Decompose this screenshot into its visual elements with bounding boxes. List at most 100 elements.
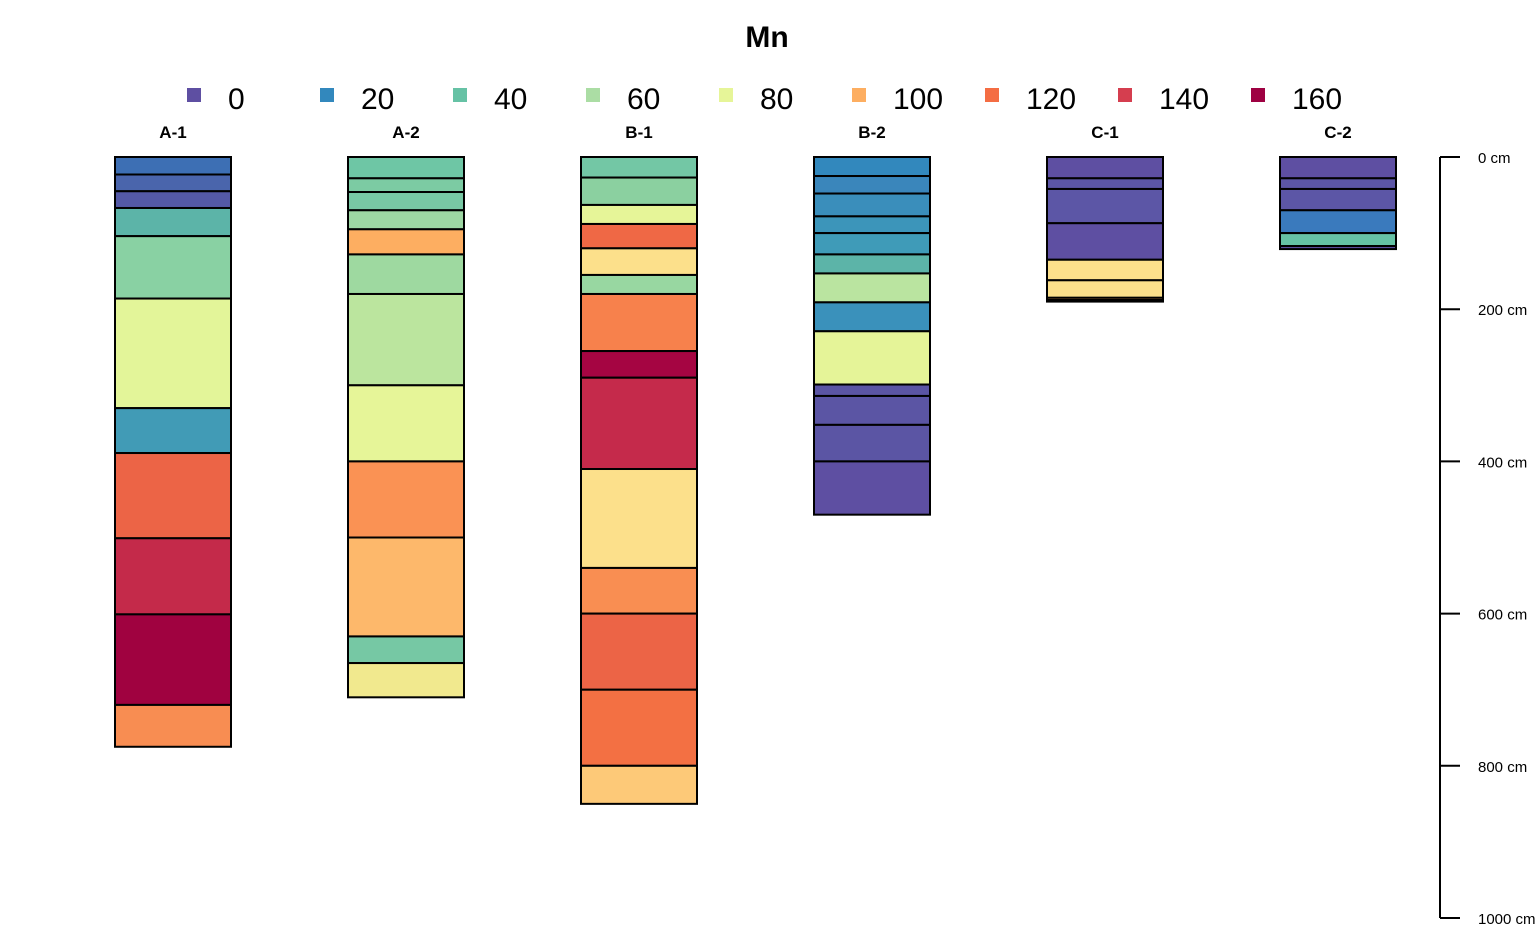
horizon [114,190,232,209]
horizon [580,156,698,179]
horizon [1046,258,1164,282]
legend-label: 140 [1159,83,1209,116]
legend-swatch [985,88,999,102]
horizon [580,292,698,353]
horizon [813,192,931,218]
horizon [347,209,465,231]
horizon [114,297,232,410]
profile-label: B-2 [858,123,885,142]
horizon [580,203,698,225]
horizon [580,176,698,206]
horizon [347,536,465,638]
legend-swatch [1251,88,1265,102]
profile-column: C-1 [1046,123,1164,303]
horizon [813,156,931,178]
horizon [813,423,931,463]
horizon [114,452,232,540]
horizon [580,764,698,805]
profile-column: B-1 [580,123,698,805]
depth-tick-label: 200 cm [1478,302,1527,319]
horizon [114,407,232,455]
horizon [580,566,698,615]
horizon [347,177,465,194]
profile-column: C-2 [1279,123,1397,251]
depth-tick-label: 0 cm [1478,150,1511,167]
legend-swatch [852,88,866,102]
horizon [114,703,232,748]
horizon [1046,222,1164,261]
horizon [580,612,698,691]
horizon [347,228,465,256]
horizon [347,191,465,212]
profile-column: A-1 [114,123,232,748]
horizon [580,222,698,250]
profile-label: B-1 [625,123,652,142]
depth-tick-label: 800 cm [1478,759,1527,776]
profile-label: A-1 [159,123,186,142]
horizon [347,253,465,295]
horizon [813,175,931,195]
horizon [1046,187,1164,225]
depth-tick-label: 400 cm [1478,454,1527,471]
horizon [347,384,465,463]
horizon [114,235,232,300]
profile-label: A-2 [392,123,419,142]
horizon [114,537,232,616]
horizon [114,173,232,193]
horizon [580,376,698,471]
horizon [813,394,931,426]
legend-label: 20 [361,83,394,116]
horizon [1279,156,1397,180]
horizon [347,292,465,387]
legend-label: 80 [760,83,793,116]
horizon [1046,299,1164,303]
legend-label: 100 [893,83,943,116]
horizon [347,635,465,665]
horizon [813,253,931,275]
horizon [1279,209,1397,235]
horizon [1279,245,1397,251]
horizon [114,206,232,238]
horizon [580,247,698,276]
horizon [580,688,698,767]
profile-label: C-1 [1091,123,1118,142]
profile-column: B-2 [813,123,931,516]
horizon [114,156,232,176]
horizon [813,272,931,304]
depth-axis: 0 cm 200 cm 400 cm 600 cm 800 cm 1000 cm [1439,150,1536,928]
horizon [114,613,232,706]
legend-swatch [320,88,334,102]
horizon [1279,232,1397,248]
horizon [1279,187,1397,212]
horizon [580,273,698,295]
depth-tick-label: 600 cm [1478,607,1527,624]
horizon [1046,279,1164,299]
horizon [1279,177,1397,190]
legend: 0 20 40 60 80 100 120 140 160 [187,83,1342,116]
horizon [813,383,931,397]
horizon [347,156,465,180]
depth-tick-label: 1000 cm [1478,911,1536,928]
horizon [813,232,931,256]
horizon [347,460,465,539]
horizon [813,330,931,386]
legend-label: 160 [1292,83,1342,116]
legend-swatch [719,88,733,102]
horizon [813,301,931,333]
profile-label: C-2 [1324,123,1351,142]
horizon [347,662,465,699]
legend-swatch [453,88,467,102]
legend-label: 0 [228,83,245,116]
profiles: A-1 A-2 B-1 B-2 C-1 C-2 [114,123,1397,805]
legend-swatch [187,88,201,102]
legend-swatch [586,88,600,102]
horizon [813,215,931,235]
legend-label: 120 [1026,83,1076,116]
legend-label: 60 [627,83,660,116]
chart-title: Mn [745,21,788,54]
horizon [813,460,931,516]
legend-label: 40 [494,83,527,116]
horizon [1046,177,1164,190]
legend-swatch [1118,88,1132,102]
